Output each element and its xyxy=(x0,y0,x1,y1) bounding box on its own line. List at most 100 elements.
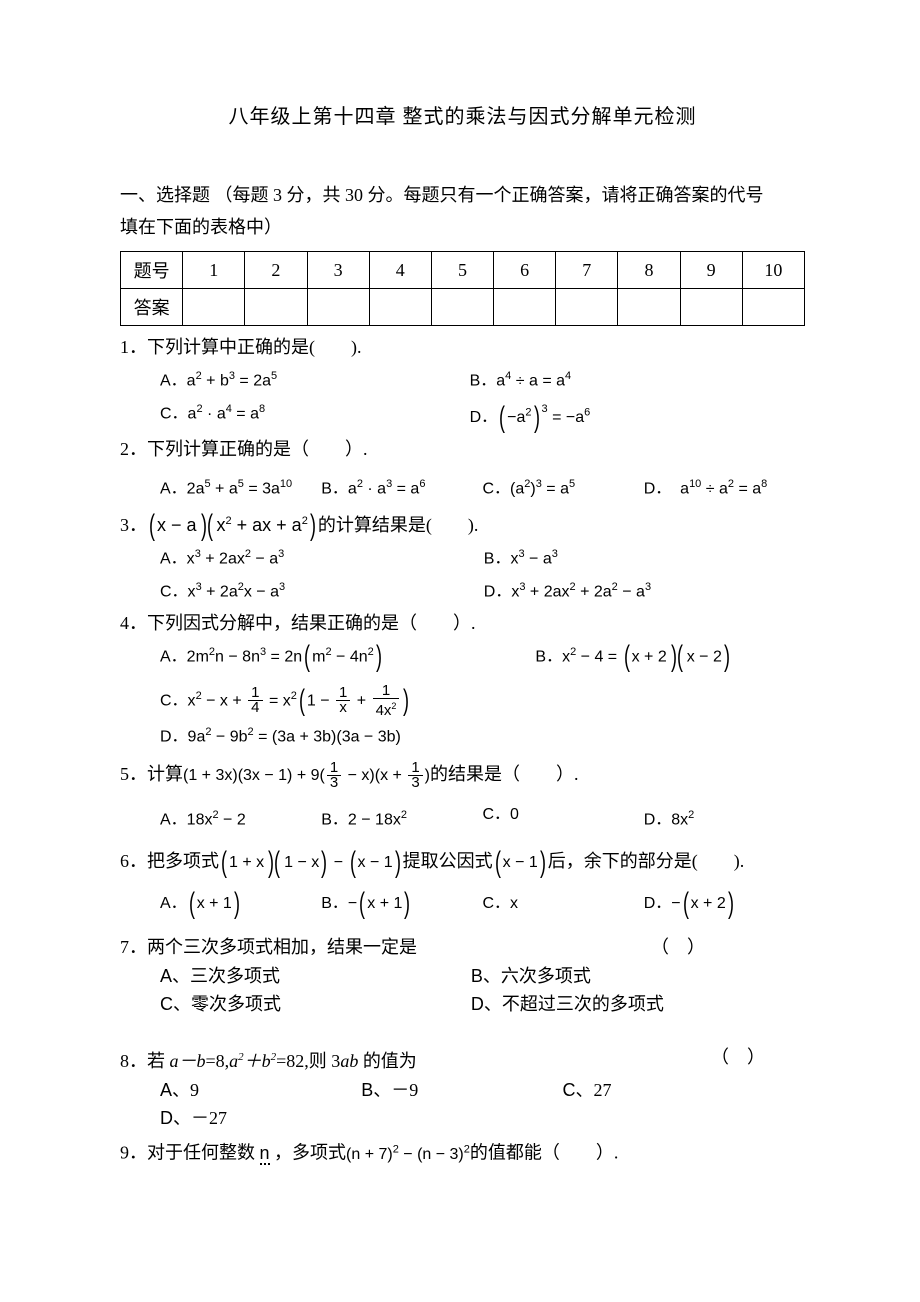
grid-col-7: 7 xyxy=(556,252,618,289)
q8-opt-b: B、－9 xyxy=(361,1076,522,1104)
question-7: 7．两个三次多项式相加，结果一定是 （ ） xyxy=(120,932,805,962)
q2-opt-b: B．a2 · a3 = a6 xyxy=(321,470,469,503)
q2-opt-c: C．(a2)3 = a5 xyxy=(482,470,630,503)
q5-expr: (1 + 3x)(3x − 1) + 9(13 − x)(x + 13) xyxy=(183,767,430,784)
q2-options: A．2a5 + a5 = 3a10 B．a2 · a3 = a6 C．(a2)3… xyxy=(120,470,805,503)
q4-options: A．2m2n − 8n3 = 2n(m2 − 4n2) B．x2 − 4 = (… xyxy=(120,638,805,751)
question-1: 1．下列计算中正确的是( ). xyxy=(120,332,805,362)
q3-opt-a: A．x3 + 2ax2 − a3 xyxy=(160,540,444,573)
q6-opt-c: C．x xyxy=(482,890,630,918)
q8-blank: （ ） xyxy=(711,1042,765,1076)
q3-expr: (x − a)(x2 + ax + a2) xyxy=(147,515,318,535)
answer-grid: 题号 1 2 3 4 5 6 7 8 9 10 答案 xyxy=(120,251,805,326)
q6-opt-d: D．−(x + 2) xyxy=(644,890,792,918)
q1-opt-a: A．a2 + b3 = 2a5 xyxy=(160,362,470,395)
q9-n: n xyxy=(260,1143,270,1165)
q7-opt-a: A、三次多项式 xyxy=(160,962,431,990)
grid-label-answer: 答案 xyxy=(121,289,183,326)
q2-opt-a: A．2a5 + a5 = 3a10 xyxy=(160,470,308,503)
q8-eq1: =8, xyxy=(206,1051,230,1071)
q5-opt-a: A．18x2 − 2 xyxy=(160,801,308,834)
q6-e1: (1 + x)(1 − x) − (x − 1) xyxy=(219,854,403,871)
q6-opt-b: B．−(x + 1) xyxy=(321,890,469,918)
answer-cell xyxy=(307,289,369,326)
grid-col-5: 5 xyxy=(431,252,493,289)
q6-e2: (x − 1) xyxy=(493,854,548,871)
question-9: 9．对于任何整数 n ，多项式(n + 7)2 − (n − 3)2的值都能（ … xyxy=(120,1134,805,1169)
q6-options: A．(x + 1) B．−(x + 1) C．x D．−(x + 2) xyxy=(120,890,805,918)
answer-cell xyxy=(680,289,742,326)
question-5: 5．计算(1 + 3x)(3x − 1) + 9(13 − x)(x + 13)… xyxy=(120,759,805,791)
page-title: 八年级上第十四章 整式的乘法与因式分解单元检测 xyxy=(120,100,805,129)
q3-opt-b: B．x3 − a3 xyxy=(484,540,558,573)
answer-cell xyxy=(183,289,245,326)
grid-col-1: 1 xyxy=(183,252,245,289)
grid-col-10: 10 xyxy=(742,252,804,289)
q4-opt-c: C．x2 − x + 14 = x2(1 − 1x + 14x2) xyxy=(160,682,495,718)
q6-post: 后，余下的部分是( ). xyxy=(548,851,745,871)
q8-opt-d: D、－27 xyxy=(160,1104,227,1132)
intro-line-1: 一、选择题 （每题 3 分，共 30 分。每题只有一个正确答案，请将正确答案的代… xyxy=(120,185,764,205)
section-intro: 一、选择题 （每题 3 分，共 30 分。每题只有一个正确答案，请将正确答案的代… xyxy=(120,179,805,243)
q8-post: 的值为 xyxy=(358,1051,417,1071)
q3-opt-d: D．x3 + 2ax2 + 2a2 − a3 xyxy=(484,573,651,606)
q3-options: A．x3 + 2ax2 − a3 B．x3 − a3 C．x3 + 2a2x −… xyxy=(120,540,805,607)
grid-label-qnum: 题号 xyxy=(121,252,183,289)
grid-col-3: 3 xyxy=(307,252,369,289)
q8-stem: 8．若 a－b=8,a2＋b2=82,则 3ab 的值为 xyxy=(120,1042,711,1076)
q4-opt-a: A．2m2n − 8n3 = 2n(m2 − 4n2) xyxy=(160,638,495,671)
q6-opt-a: A．(x + 1) xyxy=(160,890,308,918)
q8-opt-c: C、27 xyxy=(563,1076,705,1104)
q8-ab2: a2＋b2 xyxy=(229,1051,276,1071)
q9-post: 的值都能（ ）. xyxy=(470,1143,619,1163)
answer-cell xyxy=(618,289,680,326)
grid-col-8: 8 xyxy=(618,252,680,289)
q8-eq2: =82,则 3 xyxy=(276,1051,340,1071)
q8-ab3: ab xyxy=(340,1051,358,1071)
question-4: 4．下列因式分解中，结果正确的是（ ）. xyxy=(120,608,805,638)
q9-expr: (n + 7)2 − (n − 3)2 xyxy=(346,1146,470,1163)
q3-opt-c: C．x3 + 2a2x − a3 xyxy=(160,573,444,606)
question-3: 3．(x − a)(x2 + ax + a2)的计算结果是( ). xyxy=(120,506,805,540)
q1-opt-b: B．a4 ÷ a = a4 xyxy=(470,362,780,395)
q2-opt-d: D． a10 ÷ a2 = a8 xyxy=(644,470,792,503)
q5-opt-c: C．0 xyxy=(482,801,630,834)
answer-cell xyxy=(556,289,618,326)
answer-cell xyxy=(494,289,556,326)
q7-opt-d: D、不超过三次的多项式 xyxy=(471,990,664,1018)
q9-pre: 9．对于任何整数 xyxy=(120,1143,260,1163)
answer-cell xyxy=(431,289,493,326)
answer-cell xyxy=(245,289,307,326)
question-2: 2．下列计算正确的是（ ）. xyxy=(120,434,805,464)
q7-opt-c: C、零次多项式 xyxy=(160,990,431,1018)
q6-mid: 提取公因式 xyxy=(403,851,493,871)
question-8: 8．若 a－b=8,a2＋b2=82,则 3ab 的值为 （ ） xyxy=(120,1042,805,1076)
q8-ab1: a－b xyxy=(170,1051,206,1071)
grid-col-2: 2 xyxy=(245,252,307,289)
q7-blank: （ ） xyxy=(651,932,705,962)
q4-opt-b: B．x2 − 4 = (x + 2)(x − 2) xyxy=(535,638,731,671)
q3-post: 的计算结果是( ). xyxy=(318,515,479,535)
q7-options: A、三次多项式 B、六次多项式 C、零次多项式 D、不超过三次的多项式 xyxy=(120,962,805,1018)
grid-answer-row: 答案 xyxy=(121,289,805,326)
q5-post: 的结果是（ ）. xyxy=(430,764,579,784)
q1-opt-c: C．a2 · a4 = a8 xyxy=(160,395,470,432)
grid-col-9: 9 xyxy=(680,252,742,289)
q4-opt-d: D．9a2 − 9b2 = (3a + 3b)(3a − 3b) xyxy=(160,718,401,751)
intro-line-2: 填在下面的表格中） xyxy=(120,217,282,237)
q7-opt-b: B、六次多项式 xyxy=(471,962,591,990)
answer-cell xyxy=(369,289,431,326)
q1-opt-d: D．(−a2)3 = −a6 xyxy=(470,395,780,432)
grid-col-6: 6 xyxy=(494,252,556,289)
q5-opt-b: B．2 − 18x2 xyxy=(321,801,469,834)
q1-options: A．a2 + b3 = 2a5 B．a4 ÷ a = a4 C．a2 · a4 … xyxy=(120,362,805,432)
q8-opt-a: A、9 xyxy=(160,1076,321,1104)
q9-mid: ，多项式 xyxy=(270,1143,347,1163)
q5-opt-d: D．8x2 xyxy=(644,801,792,834)
q5-pre: 5．计算 xyxy=(120,764,183,784)
q5-options: A．18x2 − 2 B．2 − 18x2 C．0 D．8x2 xyxy=(120,801,805,834)
q8-pre: 8．若 xyxy=(120,1051,170,1071)
answer-cell xyxy=(742,289,804,326)
q3-pre: 3． xyxy=(120,515,147,535)
grid-header-row: 题号 1 2 3 4 5 6 7 8 9 10 xyxy=(121,252,805,289)
